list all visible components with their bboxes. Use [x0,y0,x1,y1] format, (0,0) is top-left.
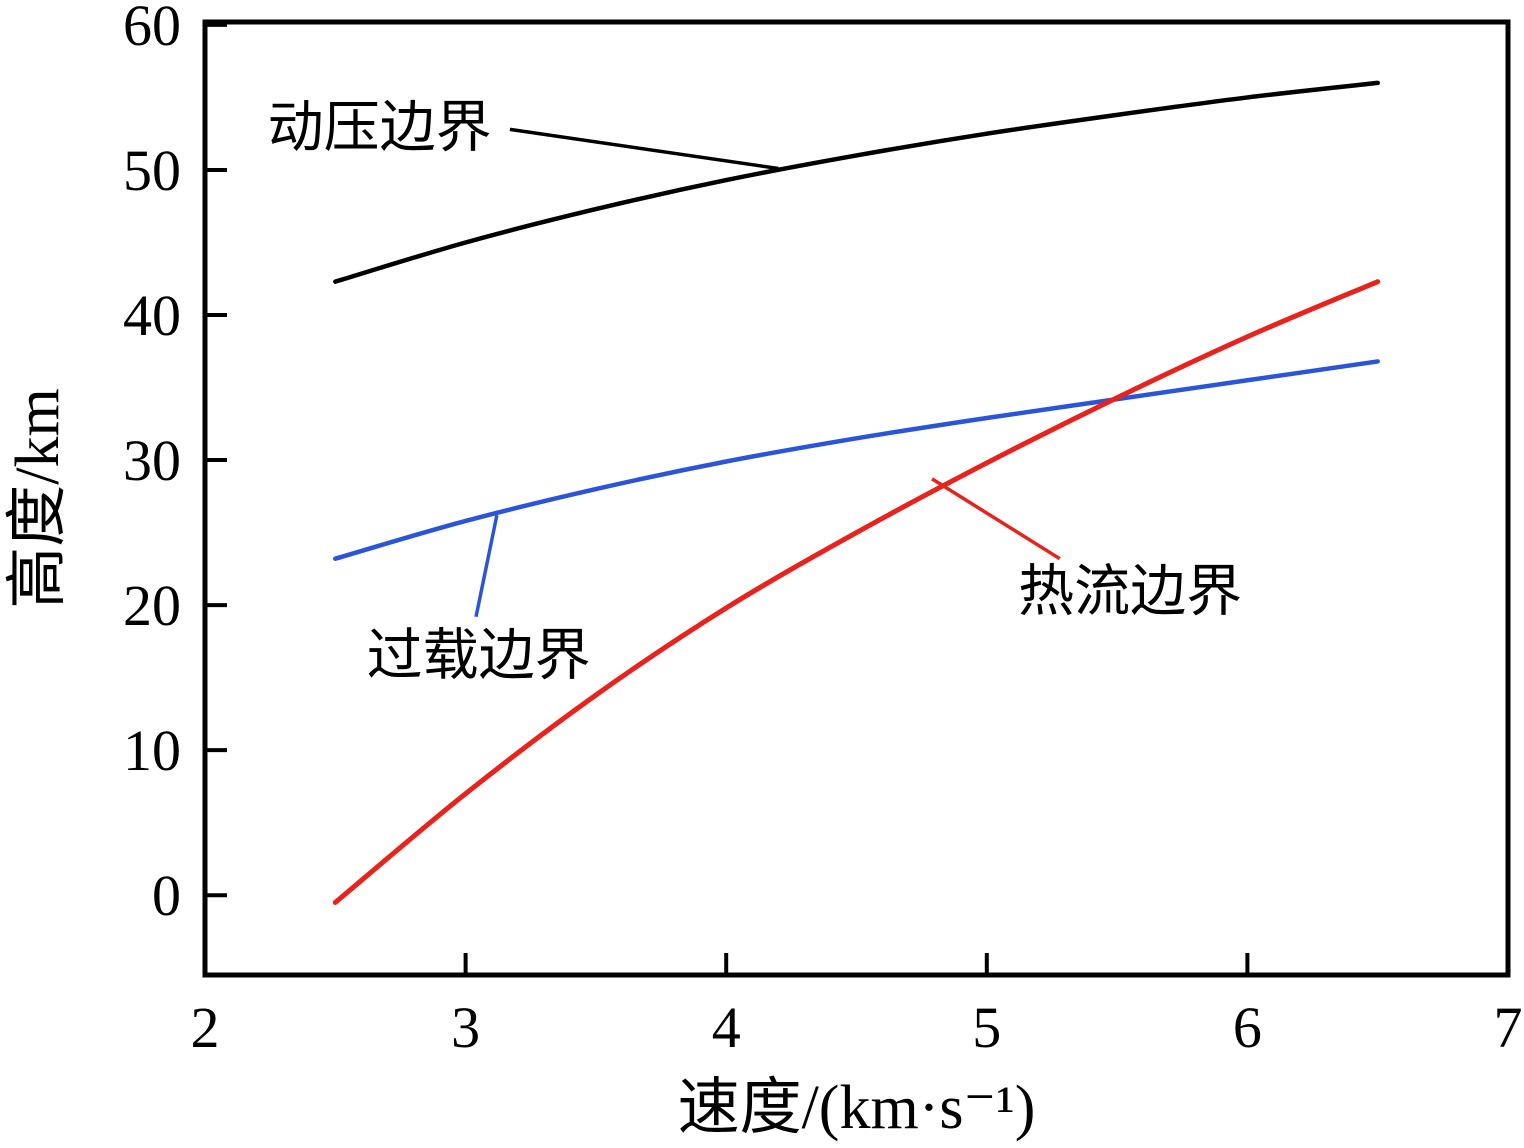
x-tick-label: 6 [1233,995,1262,1060]
y-tick-label: 40 [123,283,181,348]
x-tick-label: 2 [191,995,220,1060]
series-curve-2 [332,279,1381,905]
series-curve-0 [333,80,1380,284]
y-axis-title: 高度/km [4,388,72,608]
y-tick-label: 0 [152,863,181,928]
annotation-label-0: 动压边界 [268,97,492,159]
annotation-label-1: 过载边界 [367,625,591,687]
y-tick-label: 30 [123,428,181,493]
x-tick-label: 3 [451,995,480,1060]
annotation-label-2: 热流边界 [1018,562,1242,624]
annotation-leader-2 [931,477,1061,561]
y-tick-label: 20 [123,573,181,638]
x-axis-title: 速度/(km·s⁻¹) [678,1074,1036,1142]
y-tick-label: 50 [123,138,181,203]
y-tick-label: 60 [123,0,181,58]
plot-border [202,19,1511,978]
x-tick-label: 5 [972,995,1001,1060]
y-tick-label: 10 [123,718,181,783]
series-curve-1 [333,359,1380,561]
x-tick-label: 4 [712,995,741,1060]
annotation-leader-1 [474,514,499,618]
annotation-leader-0 [509,127,779,171]
x-tick-label: 7 [1494,995,1523,1060]
